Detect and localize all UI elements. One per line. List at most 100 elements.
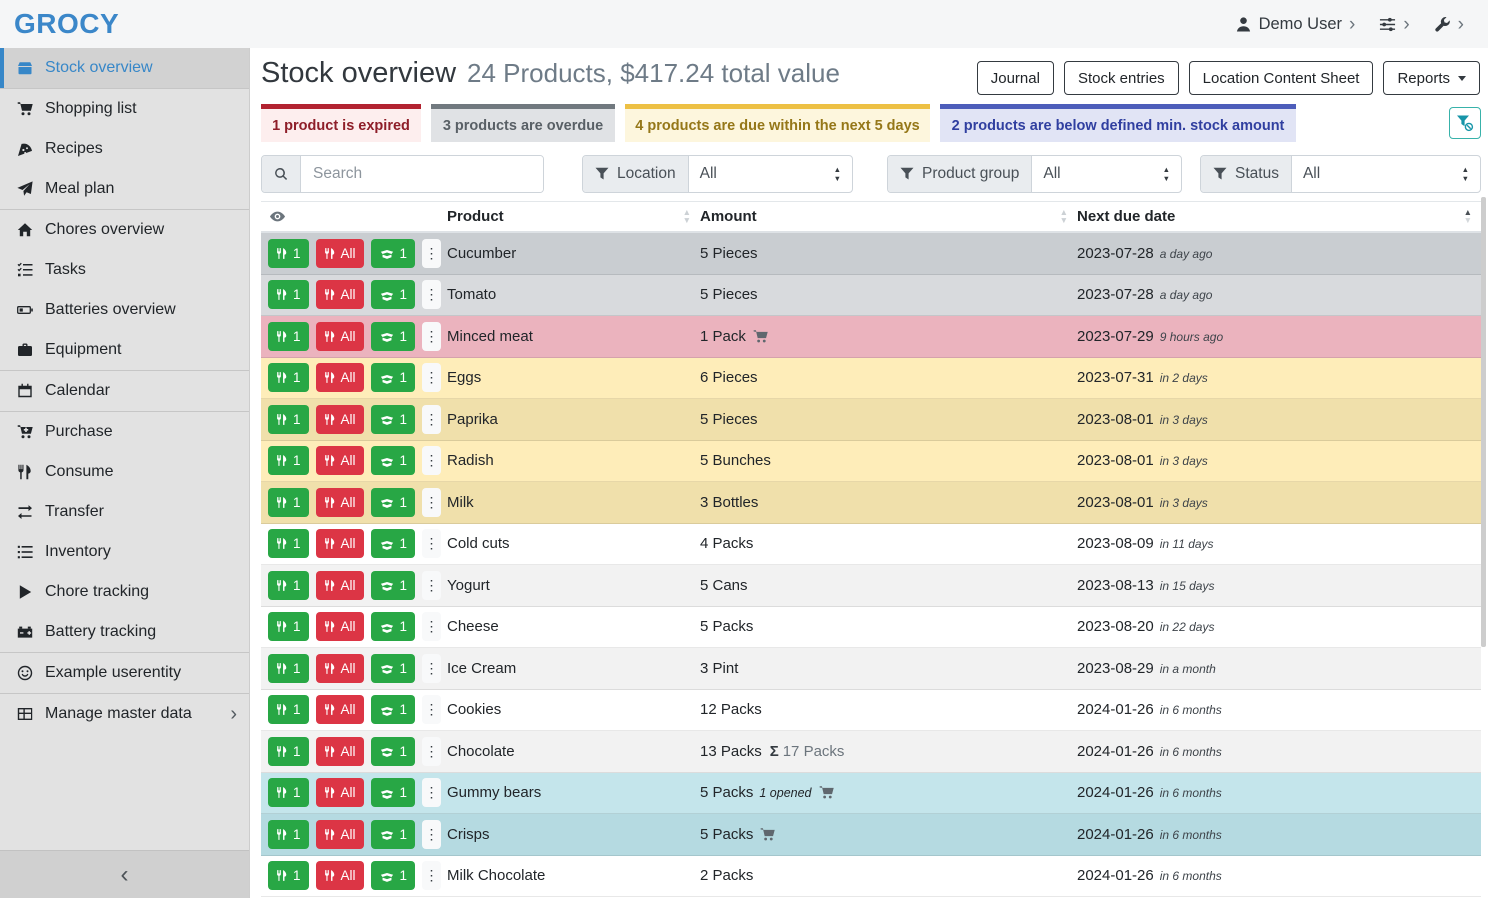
scrollbar-thumb[interactable] xyxy=(1481,197,1486,647)
consume-all-button[interactable]: All xyxy=(316,612,364,641)
consume-all-button[interactable]: All xyxy=(316,322,364,351)
open-one-button[interactable]: 1 xyxy=(371,280,416,309)
consume-all-button[interactable]: All xyxy=(316,654,364,683)
open-one-button[interactable]: 1 xyxy=(371,322,416,351)
user-menu[interactable]: Demo User › xyxy=(1235,15,1356,34)
location-filter-select[interactable]: All ▲▼ xyxy=(689,156,852,192)
open-one-button[interactable]: 1 xyxy=(371,861,416,890)
row-menu-button[interactable]: ⋮ xyxy=(422,446,441,475)
settings-menu[interactable]: › xyxy=(1379,15,1409,34)
consume-one-button[interactable]: 1 xyxy=(268,280,309,309)
sidebar-item-chores-overview[interactable]: Chores overview xyxy=(0,210,249,250)
admin-menu[interactable]: › xyxy=(1434,15,1464,34)
consume-all-button[interactable]: All xyxy=(316,280,364,309)
row-menu-button[interactable]: ⋮ xyxy=(422,612,441,641)
status-banner-warning[interactable]: 4 products are due within the next 5 day… xyxy=(625,104,930,142)
consume-one-button[interactable]: 1 xyxy=(268,488,309,517)
consume-one-button[interactable]: 1 xyxy=(268,446,309,475)
row-menu-button[interactable]: ⋮ xyxy=(422,861,441,890)
open-one-button[interactable]: 1 xyxy=(371,363,416,392)
sidebar-item-consume[interactable]: Consume xyxy=(0,452,249,492)
open-one-button[interactable]: 1 xyxy=(371,695,416,724)
open-one-button[interactable]: 1 xyxy=(371,239,416,268)
consume-all-button[interactable]: All xyxy=(316,529,364,558)
consume-all-button[interactable]: All xyxy=(316,405,364,434)
row-menu-button[interactable]: ⋮ xyxy=(422,654,441,683)
row-menu-button[interactable]: ⋮ xyxy=(422,488,441,517)
row-menu-button[interactable]: ⋮ xyxy=(422,695,441,724)
row-menu-button[interactable]: ⋮ xyxy=(422,322,441,351)
row-menu-button[interactable]: ⋮ xyxy=(422,737,441,766)
open-one-button[interactable]: 1 xyxy=(371,529,416,558)
consume-all-button[interactable]: All xyxy=(316,446,364,475)
open-one-button[interactable]: 1 xyxy=(371,571,416,600)
status-banner-secondary[interactable]: 3 products are overdue xyxy=(431,104,615,142)
consume-one-button[interactable]: 1 xyxy=(268,529,309,558)
consume-all-button[interactable]: All xyxy=(316,239,364,268)
consume-one-button[interactable]: 1 xyxy=(268,363,309,392)
consume-one-button[interactable]: 1 xyxy=(268,239,309,268)
consume-all-button[interactable]: All xyxy=(316,861,364,890)
journal-button[interactable]: Journal xyxy=(977,61,1054,95)
sidebar-item-transfer[interactable]: Transfer xyxy=(0,492,249,532)
open-one-button[interactable]: 1 xyxy=(371,612,416,641)
column-header-amount[interactable]: Amount ▲▼ xyxy=(700,202,1077,231)
product-group-filter-select[interactable]: All ▲▼ xyxy=(1032,156,1181,192)
open-one-button[interactable]: 1 xyxy=(371,488,416,517)
row-menu-button[interactable]: ⋮ xyxy=(422,363,441,392)
consume-one-button[interactable]: 1 xyxy=(268,695,309,724)
sidebar-item-purchase[interactable]: Purchase xyxy=(0,412,249,452)
sidebar-item-inventory[interactable]: Inventory xyxy=(0,532,249,572)
sidebar-item-manage-master-data[interactable]: Manage master data› xyxy=(0,694,249,734)
app-logo[interactable]: GROCY xyxy=(14,8,119,40)
sidebar-item-battery-tracking[interactable]: Battery tracking xyxy=(0,612,249,652)
open-one-button[interactable]: 1 xyxy=(371,737,416,766)
status-banner-danger[interactable]: 1 product is expired xyxy=(261,104,421,142)
column-visibility-toggle[interactable] xyxy=(261,202,447,231)
sidebar-item-chore-tracking[interactable]: Chore tracking xyxy=(0,572,249,612)
sidebar-item-batteries-overview[interactable]: Batteries overview xyxy=(0,290,249,330)
row-menu-button[interactable]: ⋮ xyxy=(422,529,441,558)
status-banner-indigo[interactable]: 2 products are below defined min. stock … xyxy=(940,104,1296,142)
consume-one-button[interactable]: 1 xyxy=(268,322,309,351)
row-menu-button[interactable]: ⋮ xyxy=(422,778,441,807)
consume-all-button[interactable]: All xyxy=(316,488,364,517)
consume-one-button[interactable]: 1 xyxy=(268,861,309,890)
sidebar-item-calendar[interactable]: Calendar xyxy=(0,371,249,411)
consume-all-button[interactable]: All xyxy=(316,737,364,766)
consume-all-button[interactable]: All xyxy=(316,695,364,724)
sidebar-collapse-button[interactable]: ‹ xyxy=(0,850,249,898)
search-input[interactable] xyxy=(301,156,543,192)
row-menu-button[interactable]: ⋮ xyxy=(422,405,441,434)
open-one-button[interactable]: 1 xyxy=(371,820,416,849)
consume-all-button[interactable]: All xyxy=(316,571,364,600)
column-header-product[interactable]: Product ▲▼ xyxy=(447,202,700,231)
open-one-button[interactable]: 1 xyxy=(371,778,416,807)
open-one-button[interactable]: 1 xyxy=(371,654,416,683)
location-content-sheet-button[interactable]: Location Content Sheet xyxy=(1189,61,1374,95)
sidebar-item-shopping-list[interactable]: Shopping list xyxy=(0,89,249,129)
row-menu-button[interactable]: ⋮ xyxy=(422,820,441,849)
consume-all-button[interactable]: All xyxy=(316,820,364,849)
row-menu-button[interactable]: ⋮ xyxy=(422,571,441,600)
clear-filters-button[interactable] xyxy=(1449,107,1481,139)
status-filter-select[interactable]: All ▲▼ xyxy=(1292,156,1480,192)
sidebar-item-stock-overview[interactable]: Stock overview xyxy=(0,48,249,88)
consume-one-button[interactable]: 1 xyxy=(268,820,309,849)
row-menu-button[interactable]: ⋮ xyxy=(422,280,441,309)
stock-entries-button[interactable]: Stock entries xyxy=(1064,61,1179,95)
sidebar-item-recipes[interactable]: Recipes xyxy=(0,129,249,169)
consume-one-button[interactable]: 1 xyxy=(268,737,309,766)
row-menu-button[interactable]: ⋮ xyxy=(422,239,441,268)
consume-all-button[interactable]: All xyxy=(316,778,364,807)
sidebar-item-meal-plan[interactable]: Meal plan xyxy=(0,169,249,209)
sidebar-item-equipment[interactable]: Equipment xyxy=(0,330,249,370)
consume-one-button[interactable]: 1 xyxy=(268,405,309,434)
sidebar-item-example-userentity[interactable]: Example userentity xyxy=(0,653,249,693)
consume-all-button[interactable]: All xyxy=(316,363,364,392)
consume-one-button[interactable]: 1 xyxy=(268,571,309,600)
consume-one-button[interactable]: 1 xyxy=(268,778,309,807)
open-one-button[interactable]: 1 xyxy=(371,446,416,475)
sidebar-item-tasks[interactable]: Tasks xyxy=(0,250,249,290)
consume-one-button[interactable]: 1 xyxy=(268,612,309,641)
